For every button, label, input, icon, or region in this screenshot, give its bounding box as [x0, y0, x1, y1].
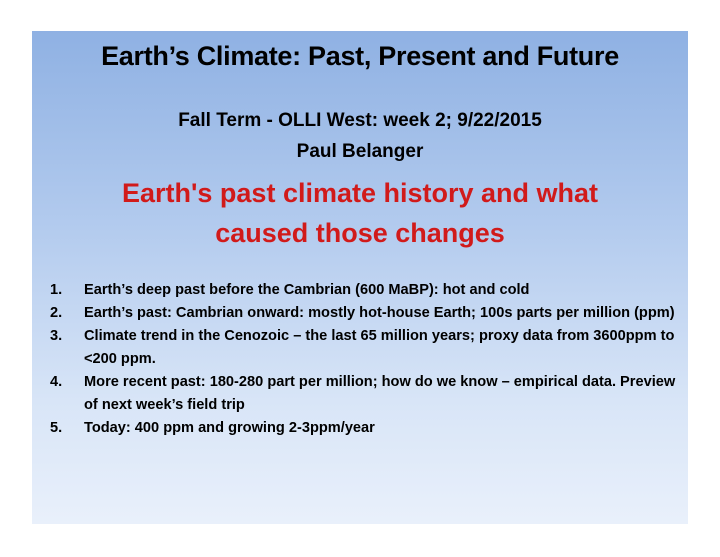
headline-line-2: caused those changes: [215, 218, 505, 248]
agenda-item: 5. Today: 400 ppm and growing 2-3ppm/yea…: [50, 417, 680, 440]
presenter-name: Paul Belanger: [296, 141, 424, 162]
agenda-item-text: Today: 400 ppm and growing 2-3ppm/year: [84, 420, 375, 436]
agenda-item: 4. More recent past: 180-280 part per mi…: [50, 371, 680, 417]
agenda-item-text: Earth’s deep past before the Cambrian (6…: [84, 282, 530, 298]
agenda-item: 1. Earth’s deep past before the Cambrian…: [50, 279, 680, 302]
agenda-item-number: 2.: [50, 305, 63, 321]
slide: Earth’s Climate: Past, Present and Futur…: [32, 31, 688, 524]
agenda-item-number: 5.: [50, 420, 63, 436]
agenda-item-text: Earth’s past: Cambrian onward: mostly ho…: [84, 305, 675, 321]
headline: Earth's past climate history and what ca…: [32, 173, 688, 253]
agenda-item-number: 3.: [50, 328, 63, 344]
agenda-item-number: 1.: [50, 282, 63, 298]
course-info: Fall Term - OLLI West: week 2; 9/22/2015: [178, 110, 542, 131]
agenda-item-number: 4.: [50, 374, 63, 390]
agenda-item-text: Climate trend in the Cenozoic – the last…: [84, 328, 675, 367]
slide-title: Earth’s Climate: Past, Present and Futur…: [101, 41, 619, 71]
headline-line-1: Earth's past climate history and what: [121, 178, 599, 208]
agenda-item: 3. Climate trend in the Cenozoic – the l…: [50, 325, 680, 371]
agenda-list: 1. Earth’s deep past before the Cambrian…: [50, 279, 680, 440]
agenda-item: 2. Earth’s past: Cambrian onward: mostly…: [50, 302, 680, 325]
agenda-item-text: More recent past: 180-280 part per milli…: [84, 374, 676, 413]
